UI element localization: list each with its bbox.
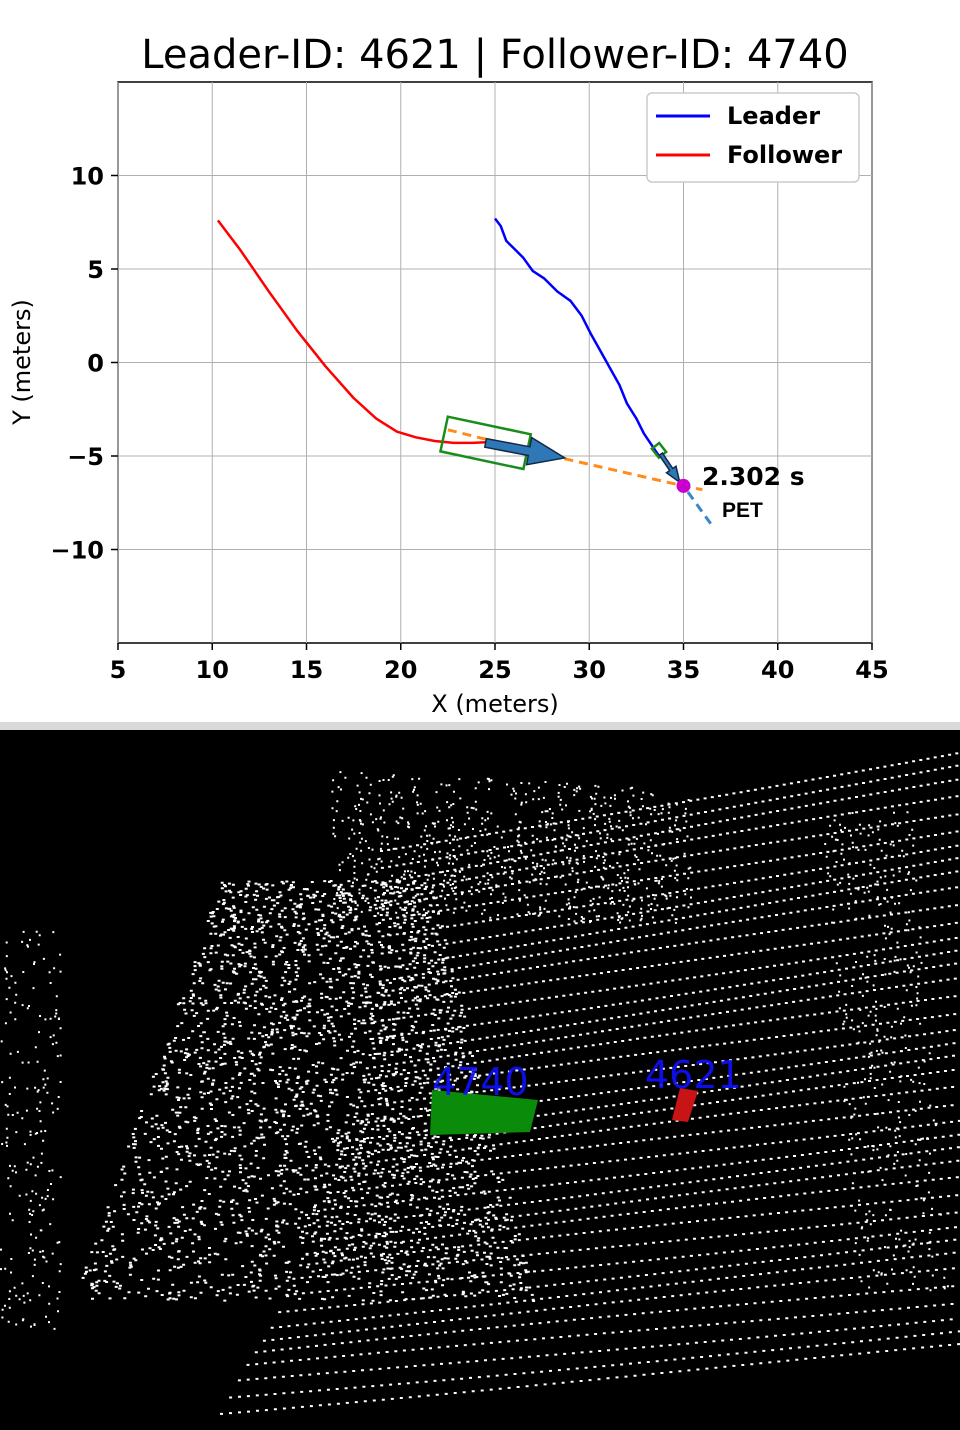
leader-trajectory-line [494, 217, 661, 457]
x-tick-label: 10 [196, 656, 229, 684]
x-axis-label: X (meters) [431, 690, 559, 718]
trajectory-plot-panel: Leader-ID: 4621 | Follower-ID: 4740 5 10 1… [8, 32, 889, 718]
leader-bbox-3d [672, 1088, 698, 1122]
trajectory-plot: Leader-ID: 4621 | Follower-ID: 4740 5 10 1… [8, 32, 889, 718]
follower-arrow [483, 436, 567, 466]
plot-marks [216, 217, 714, 527]
y-axis-ticks: 10 5 0 −5 −10 [50, 163, 118, 565]
pet-label: PET [722, 499, 763, 522]
x-tick-label: 15 [290, 656, 323, 684]
point-cloud: 4740 4621 [0, 752, 960, 1415]
x-tick-label: 45 [855, 656, 888, 684]
leader-arrow [658, 452, 681, 484]
x-tick-label: 40 [761, 656, 794, 684]
pet-value: 2.302 s [702, 462, 805, 491]
x-axis-ticks: 5 10 15 20 25 30 35 40 45 [110, 643, 889, 684]
legend: Leader Follower [646, 92, 860, 183]
y-axis-label: Y (meters) [8, 299, 36, 426]
follower-trajectory-line [216, 219, 492, 445]
x-tick-label: 35 [667, 656, 700, 684]
conflict-point [676, 478, 691, 493]
x-tick-label: 20 [384, 656, 417, 684]
y-tick-label: 10 [71, 163, 104, 191]
y-tick-label: −10 [50, 537, 104, 565]
follower-id-label: 4740 [432, 1060, 529, 1104]
lidar-point-cloud-view: 4740 4621 [0, 730, 960, 1430]
legend-label-follower: Follower [727, 141, 842, 169]
x-tick-label: 5 [110, 656, 127, 684]
y-tick-label: 0 [87, 350, 104, 378]
leader-id-label: 4621 [645, 1053, 742, 1097]
panel-divider [0, 722, 960, 730]
follower-bbox-3d [430, 1090, 538, 1135]
chart-title: Leader-ID: 4621 | Follower-ID: 4740 [141, 32, 849, 78]
x-tick-label: 30 [573, 656, 606, 684]
y-tick-label: 5 [87, 256, 104, 284]
y-tick-label: −5 [67, 443, 104, 471]
x-tick-label: 25 [478, 656, 511, 684]
legend-label-leader: Leader [727, 102, 820, 130]
